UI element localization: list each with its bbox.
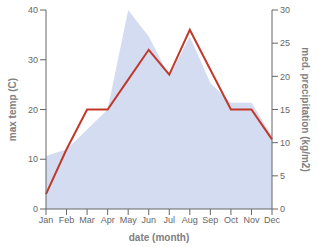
svg-text:date (month): date (month) <box>129 232 190 243</box>
svg-text:Dec: Dec <box>264 215 281 225</box>
svg-text:med. precipitation (kg/m2): med. precipitation (kg/m2) <box>300 47 310 171</box>
svg-text:Apr: Apr <box>101 215 115 225</box>
svg-text:Jan: Jan <box>39 215 54 225</box>
svg-text:Aug: Aug <box>182 215 198 225</box>
svg-text:Oct: Oct <box>224 215 239 225</box>
svg-text:May: May <box>120 215 138 225</box>
svg-text:Sep: Sep <box>202 215 218 225</box>
svg-text:Jun: Jun <box>141 215 156 225</box>
svg-text:30: 30 <box>280 5 290 15</box>
svg-text:0: 0 <box>280 204 285 214</box>
svg-text:Jul: Jul <box>164 215 176 225</box>
svg-text:Feb: Feb <box>59 215 75 225</box>
svg-text:30: 30 <box>28 55 38 65</box>
svg-text:10: 10 <box>280 138 290 148</box>
svg-text:40: 40 <box>28 5 38 15</box>
svg-text:20: 20 <box>28 105 38 115</box>
svg-text:Nov: Nov <box>243 215 260 225</box>
svg-text:20: 20 <box>280 72 290 82</box>
svg-text:0: 0 <box>33 204 38 214</box>
svg-text:25: 25 <box>280 38 290 48</box>
svg-text:Mar: Mar <box>79 215 95 225</box>
svg-text:5: 5 <box>280 171 285 181</box>
svg-text:15: 15 <box>280 105 290 115</box>
svg-text:10: 10 <box>28 154 38 164</box>
svg-text:max temp (C): max temp (C) <box>8 78 18 141</box>
